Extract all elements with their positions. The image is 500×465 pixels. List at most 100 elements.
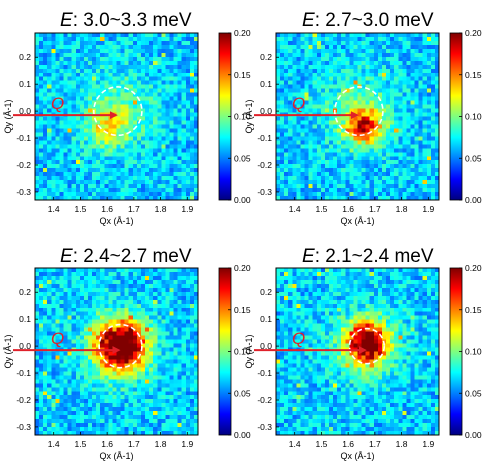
- heatmap-cell: [357, 112, 362, 117]
- heatmap-cell: [83, 411, 89, 416]
- heatmap-cell: [288, 192, 293, 197]
- heatmap-cell: [381, 104, 387, 109]
- heatmap-cell: [410, 72, 415, 78]
- heatmap-cell: [39, 291, 44, 297]
- heatmap-cell: [177, 148, 183, 153]
- heatmap-cell: [39, 275, 44, 281]
- heatmap-cell: [116, 184, 121, 189]
- heatmap-cell: [422, 112, 428, 117]
- x-tick-label: 1.9: [181, 204, 193, 214]
- heatmap-cell: [112, 76, 117, 82]
- heatmap-cell: [87, 271, 93, 277]
- heatmap-cell: [300, 56, 305, 62]
- heatmap-cell: [284, 128, 289, 133]
- heatmap-cell: [292, 192, 297, 197]
- heatmap-cell: [39, 307, 44, 313]
- heatmap-cell: [398, 128, 403, 133]
- heatmap-cell: [55, 279, 60, 285]
- heatmap-cell: [161, 33, 166, 38]
- heatmap-cell: [284, 144, 289, 149]
- heatmap-cell: [87, 124, 93, 129]
- heatmap-cell: [104, 283, 109, 289]
- heatmap-cell: [35, 395, 40, 400]
- heatmap-cell: [426, 80, 432, 85]
- heatmap-cell: [132, 33, 138, 38]
- heatmap-cell: [140, 339, 146, 344]
- heatmap-cell: [173, 279, 178, 285]
- heatmap-cell: [349, 156, 354, 161]
- heatmap-cell: [288, 176, 293, 181]
- heatmap-cell: [161, 303, 166, 309]
- heatmap-cell: [132, 295, 138, 301]
- heatmap-cell: [83, 188, 89, 193]
- heatmap-cell: [284, 192, 289, 197]
- heatmap-cell: [136, 415, 142, 420]
- heatmap-cell: [398, 172, 403, 177]
- heatmap-cell: [92, 44, 97, 50]
- heatmap-cell: [149, 184, 154, 189]
- heatmap-cell: [92, 188, 97, 193]
- heatmap-cell: [381, 128, 387, 133]
- heatmap-cell: [394, 136, 399, 141]
- heatmap-cell: [116, 100, 121, 105]
- heatmap-cell: [35, 367, 40, 372]
- heatmap-cell: [108, 84, 113, 89]
- heatmap-cell: [173, 371, 178, 376]
- heatmap-cell: [402, 192, 407, 197]
- heatmap-cell: [292, 116, 297, 121]
- heatmap-cell: [189, 48, 195, 54]
- heatmap-cell: [418, 52, 424, 58]
- heatmap-cell: [157, 299, 162, 305]
- heatmap-cell: [67, 44, 72, 50]
- heatmap-cell: [104, 148, 109, 153]
- heatmap-cell: [398, 148, 403, 153]
- heatmap-cell: [312, 64, 318, 70]
- heatmap-cell: [51, 176, 56, 181]
- heatmap-cell: [96, 268, 101, 273]
- heatmap-cell: [434, 80, 440, 85]
- heatmap-cell: [55, 52, 60, 58]
- heatmap-cell: [165, 104, 170, 109]
- heatmap-cell: [316, 164, 322, 169]
- heatmap-cell: [92, 339, 97, 344]
- heatmap-cell: [181, 347, 187, 352]
- heatmap-cell: [153, 399, 158, 404]
- heatmap-cell: [43, 116, 48, 121]
- heatmap-cell: [361, 96, 366, 101]
- heatmap-cell: [100, 80, 105, 85]
- heatmap-cell: [292, 160, 297, 165]
- heatmap-cell: [316, 40, 322, 46]
- heatmap-cell: [67, 48, 72, 54]
- heatmap-cell: [280, 188, 285, 193]
- heatmap-cell: [124, 295, 130, 301]
- heatmap-cell: [51, 307, 56, 313]
- heatmap-cell: [96, 295, 101, 301]
- heatmap-cell: [116, 64, 121, 70]
- heatmap-cell: [185, 287, 191, 293]
- heatmap-cell: [149, 339, 154, 344]
- heatmap-cell: [341, 128, 346, 133]
- heatmap-cell: [324, 68, 330, 74]
- heatmap-cell: [377, 188, 383, 193]
- heatmap-cell: [75, 60, 81, 66]
- heatmap-cell: [67, 52, 72, 58]
- heatmap-cell: [96, 136, 101, 141]
- heatmap-cell: [406, 156, 411, 161]
- heatmap-cell: [108, 299, 113, 305]
- heatmap-cell: [333, 80, 338, 85]
- heatmap-cell: [181, 363, 187, 368]
- heatmap-cell: [39, 387, 44, 392]
- heatmap-cell: [35, 124, 40, 129]
- heatmap-cell: [39, 96, 44, 101]
- y-tick-label: 0.2: [19, 52, 31, 62]
- heatmap-cell: [181, 415, 187, 420]
- heatmap-cell: [145, 371, 150, 376]
- heatmap-cell: [96, 68, 101, 74]
- heatmap-cell: [71, 148, 77, 153]
- heatmap-cell: [124, 33, 130, 38]
- heatmap-cell: [120, 291, 125, 297]
- heatmap-cell: [292, 136, 297, 141]
- heatmap-cell: [296, 164, 301, 169]
- heatmap-cell: [430, 112, 436, 117]
